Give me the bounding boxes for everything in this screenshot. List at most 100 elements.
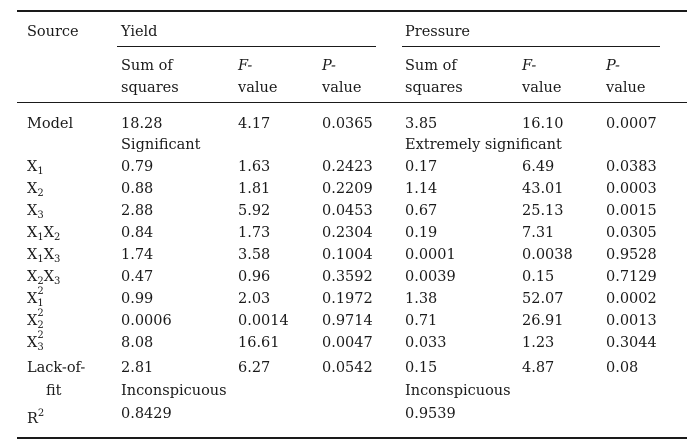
cell-pressure-p: 0.0003 xyxy=(606,181,657,197)
cell-pressure-p: 0.0007 xyxy=(606,116,657,132)
cell-pressure-p: 0.0013 xyxy=(606,313,657,329)
cell-yield-f: 16.61 xyxy=(238,335,280,351)
cell-yield-ss: 1.74 xyxy=(121,247,154,263)
cell-pressure-ss: 3.85 xyxy=(405,116,438,132)
yield-p-header-l1: P- xyxy=(322,58,336,74)
row-source: X3 xyxy=(27,203,44,221)
pressure-sum-header-l1: Sum of xyxy=(405,58,457,74)
cell-yield-f: 0.96 xyxy=(238,269,271,285)
cell-pressure-ss: 0.67 xyxy=(405,203,438,219)
yield-f-header-l1: F- xyxy=(238,58,253,74)
cell-pressure-p: 0.0015 xyxy=(606,203,657,219)
cell-yield-p: 0.1972 xyxy=(322,291,373,307)
cell-yield-ss: 0.0006 xyxy=(121,313,172,329)
row-source: R2 xyxy=(27,408,45,427)
cell-yield-p: 0.1004 xyxy=(322,247,373,263)
cell-pressure-ss: 0.0001 xyxy=(405,247,456,263)
pressure-f-header-l2: value xyxy=(522,80,562,96)
cell-yield-ss: 0.99 xyxy=(121,291,154,307)
yield-sum-header-l1: Sum of xyxy=(121,58,173,74)
row-source: Lack-of- xyxy=(27,360,86,376)
cell-yield-ss: 2.81 xyxy=(121,360,154,376)
note-yield-significance: Significant xyxy=(121,137,201,153)
cell-pressure-r2: 0.9539 xyxy=(405,406,456,422)
yield-sum-header-l2: squares xyxy=(121,80,179,96)
cell-yield-r2: 0.8429 xyxy=(121,406,172,422)
cell-yield-p: 0.0453 xyxy=(322,203,373,219)
cell-pressure-f: 16.10 xyxy=(522,116,564,132)
cell-yield-ss: 18.28 xyxy=(121,116,163,132)
row-source: X1X3 xyxy=(27,247,61,265)
row-source: X2X3 xyxy=(27,269,61,287)
cell-pressure-f: 0.15 xyxy=(522,269,555,285)
cell-yield-ss: 0.79 xyxy=(121,159,154,175)
pressure-p-header-l2: value xyxy=(606,80,646,96)
cell-pressure-p: 0.0305 xyxy=(606,225,657,241)
cell-yield-ss: 0.88 xyxy=(121,181,154,197)
cell-pressure-f: 0.0038 xyxy=(522,247,573,263)
cell-pressure-p: 0.7129 xyxy=(606,269,657,285)
pressure-sum-header-l2: squares xyxy=(405,80,463,96)
cell-pressure-p: 0.3044 xyxy=(606,335,657,351)
cell-pressure-ss: 1.38 xyxy=(405,291,438,307)
cell-yield-p: 0.9714 xyxy=(322,313,373,329)
cell-pressure-p: 0.9528 xyxy=(606,247,657,263)
cell-pressure-ss: 0.033 xyxy=(405,335,447,351)
cell-pressure-ss: 0.15 xyxy=(405,360,438,376)
row-source: X1X2 xyxy=(27,225,61,243)
header-yield: Yield xyxy=(121,24,158,40)
cell-yield-ss: 0.84 xyxy=(121,225,154,241)
top-rule xyxy=(17,10,687,12)
cell-pressure-f: 6.49 xyxy=(522,159,555,175)
cell-yield-p: 0.0542 xyxy=(322,360,373,376)
header-source: Source xyxy=(27,24,79,40)
pressure-p-header-l1: P- xyxy=(606,58,620,74)
cell-yield-ss: 2.88 xyxy=(121,203,154,219)
cell-yield-f: 5.92 xyxy=(238,203,271,219)
note-pressure-lof: Inconspicuous xyxy=(405,383,511,399)
cell-pressure-f: 7.31 xyxy=(522,225,555,241)
note-pressure-significance: Extremely significant xyxy=(405,137,562,153)
pressure-group-rule xyxy=(402,46,660,48)
yield-f-header-l2: value xyxy=(238,80,278,96)
row-source: X2 xyxy=(27,181,44,199)
note-yield-lof: Inconspicuous xyxy=(121,383,227,399)
cell-pressure-ss: 0.19 xyxy=(405,225,438,241)
cell-yield-f: 1.63 xyxy=(238,159,271,175)
cell-yield-p: 0.2423 xyxy=(322,159,373,175)
row-source: X1 xyxy=(27,159,44,177)
cell-yield-ss: 0.47 xyxy=(121,269,154,285)
cell-pressure-ss: 1.14 xyxy=(405,181,438,197)
cell-yield-f: 3.58 xyxy=(238,247,271,263)
pressure-f-header-l1: F- xyxy=(522,58,537,74)
cell-pressure-p: 0.0383 xyxy=(606,159,657,175)
cell-yield-p: 0.2209 xyxy=(322,181,373,197)
header-bottom-rule xyxy=(17,102,687,104)
cell-yield-f: 6.27 xyxy=(238,360,271,376)
cell-pressure-ss: 0.17 xyxy=(405,159,438,175)
cell-pressure-f: 4.87 xyxy=(522,360,555,376)
yield-group-rule xyxy=(117,46,376,48)
yield-p-header-l2: value xyxy=(322,80,362,96)
row-source: Model xyxy=(27,116,74,132)
cell-pressure-f: 52.07 xyxy=(522,291,564,307)
cell-yield-f: 1.73 xyxy=(238,225,271,241)
cell-pressure-f: 25.13 xyxy=(522,203,564,219)
cell-yield-p: 0.2304 xyxy=(322,225,373,241)
cell-yield-p: 0.3592 xyxy=(322,269,373,285)
cell-yield-p: 0.0047 xyxy=(322,335,373,351)
bottom-rule xyxy=(17,437,687,439)
cell-pressure-p: 0.0002 xyxy=(606,291,657,307)
cell-pressure-p: 0.08 xyxy=(606,360,639,376)
cell-yield-f: 2.03 xyxy=(238,291,271,307)
cell-pressure-f: 43.01 xyxy=(522,181,564,197)
cell-yield-ss: 8.08 xyxy=(121,335,154,351)
cell-pressure-ss: 0.0039 xyxy=(405,269,456,285)
cell-yield-f: 0.0014 xyxy=(238,313,289,329)
cell-pressure-ss: 0.71 xyxy=(405,313,438,329)
cell-yield-f: 4.17 xyxy=(238,116,271,132)
